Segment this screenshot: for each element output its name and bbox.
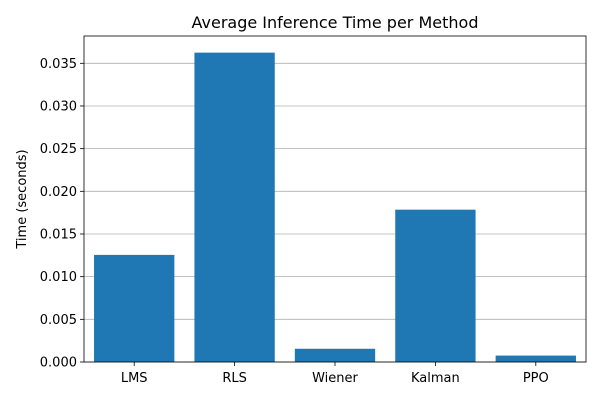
x-ticks: LMS RLS Wiener Kalman PPO — [121, 362, 549, 386]
y-tick-label: 0.025 — [40, 142, 77, 157]
bar-wiener — [294, 348, 376, 362]
bar-lms — [94, 254, 175, 362]
y-tick-label: 0.035 — [40, 57, 77, 72]
x-tick-label: LMS — [121, 371, 148, 386]
y-tick-label: 0.030 — [40, 99, 77, 114]
bar-ppo — [495, 355, 576, 362]
y-tick-label: 0.020 — [40, 185, 77, 200]
y-tick-label: 0.010 — [40, 270, 77, 285]
x-tick-label: PPO — [523, 371, 549, 386]
bar-kalman — [395, 209, 476, 362]
x-tick-label: Kalman — [411, 371, 460, 386]
y-tick-label: 0.015 — [40, 227, 77, 242]
x-tick-label: RLS — [222, 371, 247, 386]
y-tick-label: 0.000 — [40, 356, 77, 371]
y-tick-label: 0.005 — [40, 313, 77, 328]
bar-rls — [194, 52, 275, 363]
y-axis-label: Time (seconds) — [15, 149, 30, 249]
y-ticks: 0.000 0.005 0.010 0.015 0.020 0.025 0.030 0.035 — [40, 57, 84, 371]
chart-title: Average Inference Time per Method — [192, 13, 479, 32]
x-tick-label: Wiener — [312, 371, 358, 386]
bars — [94, 52, 576, 363]
